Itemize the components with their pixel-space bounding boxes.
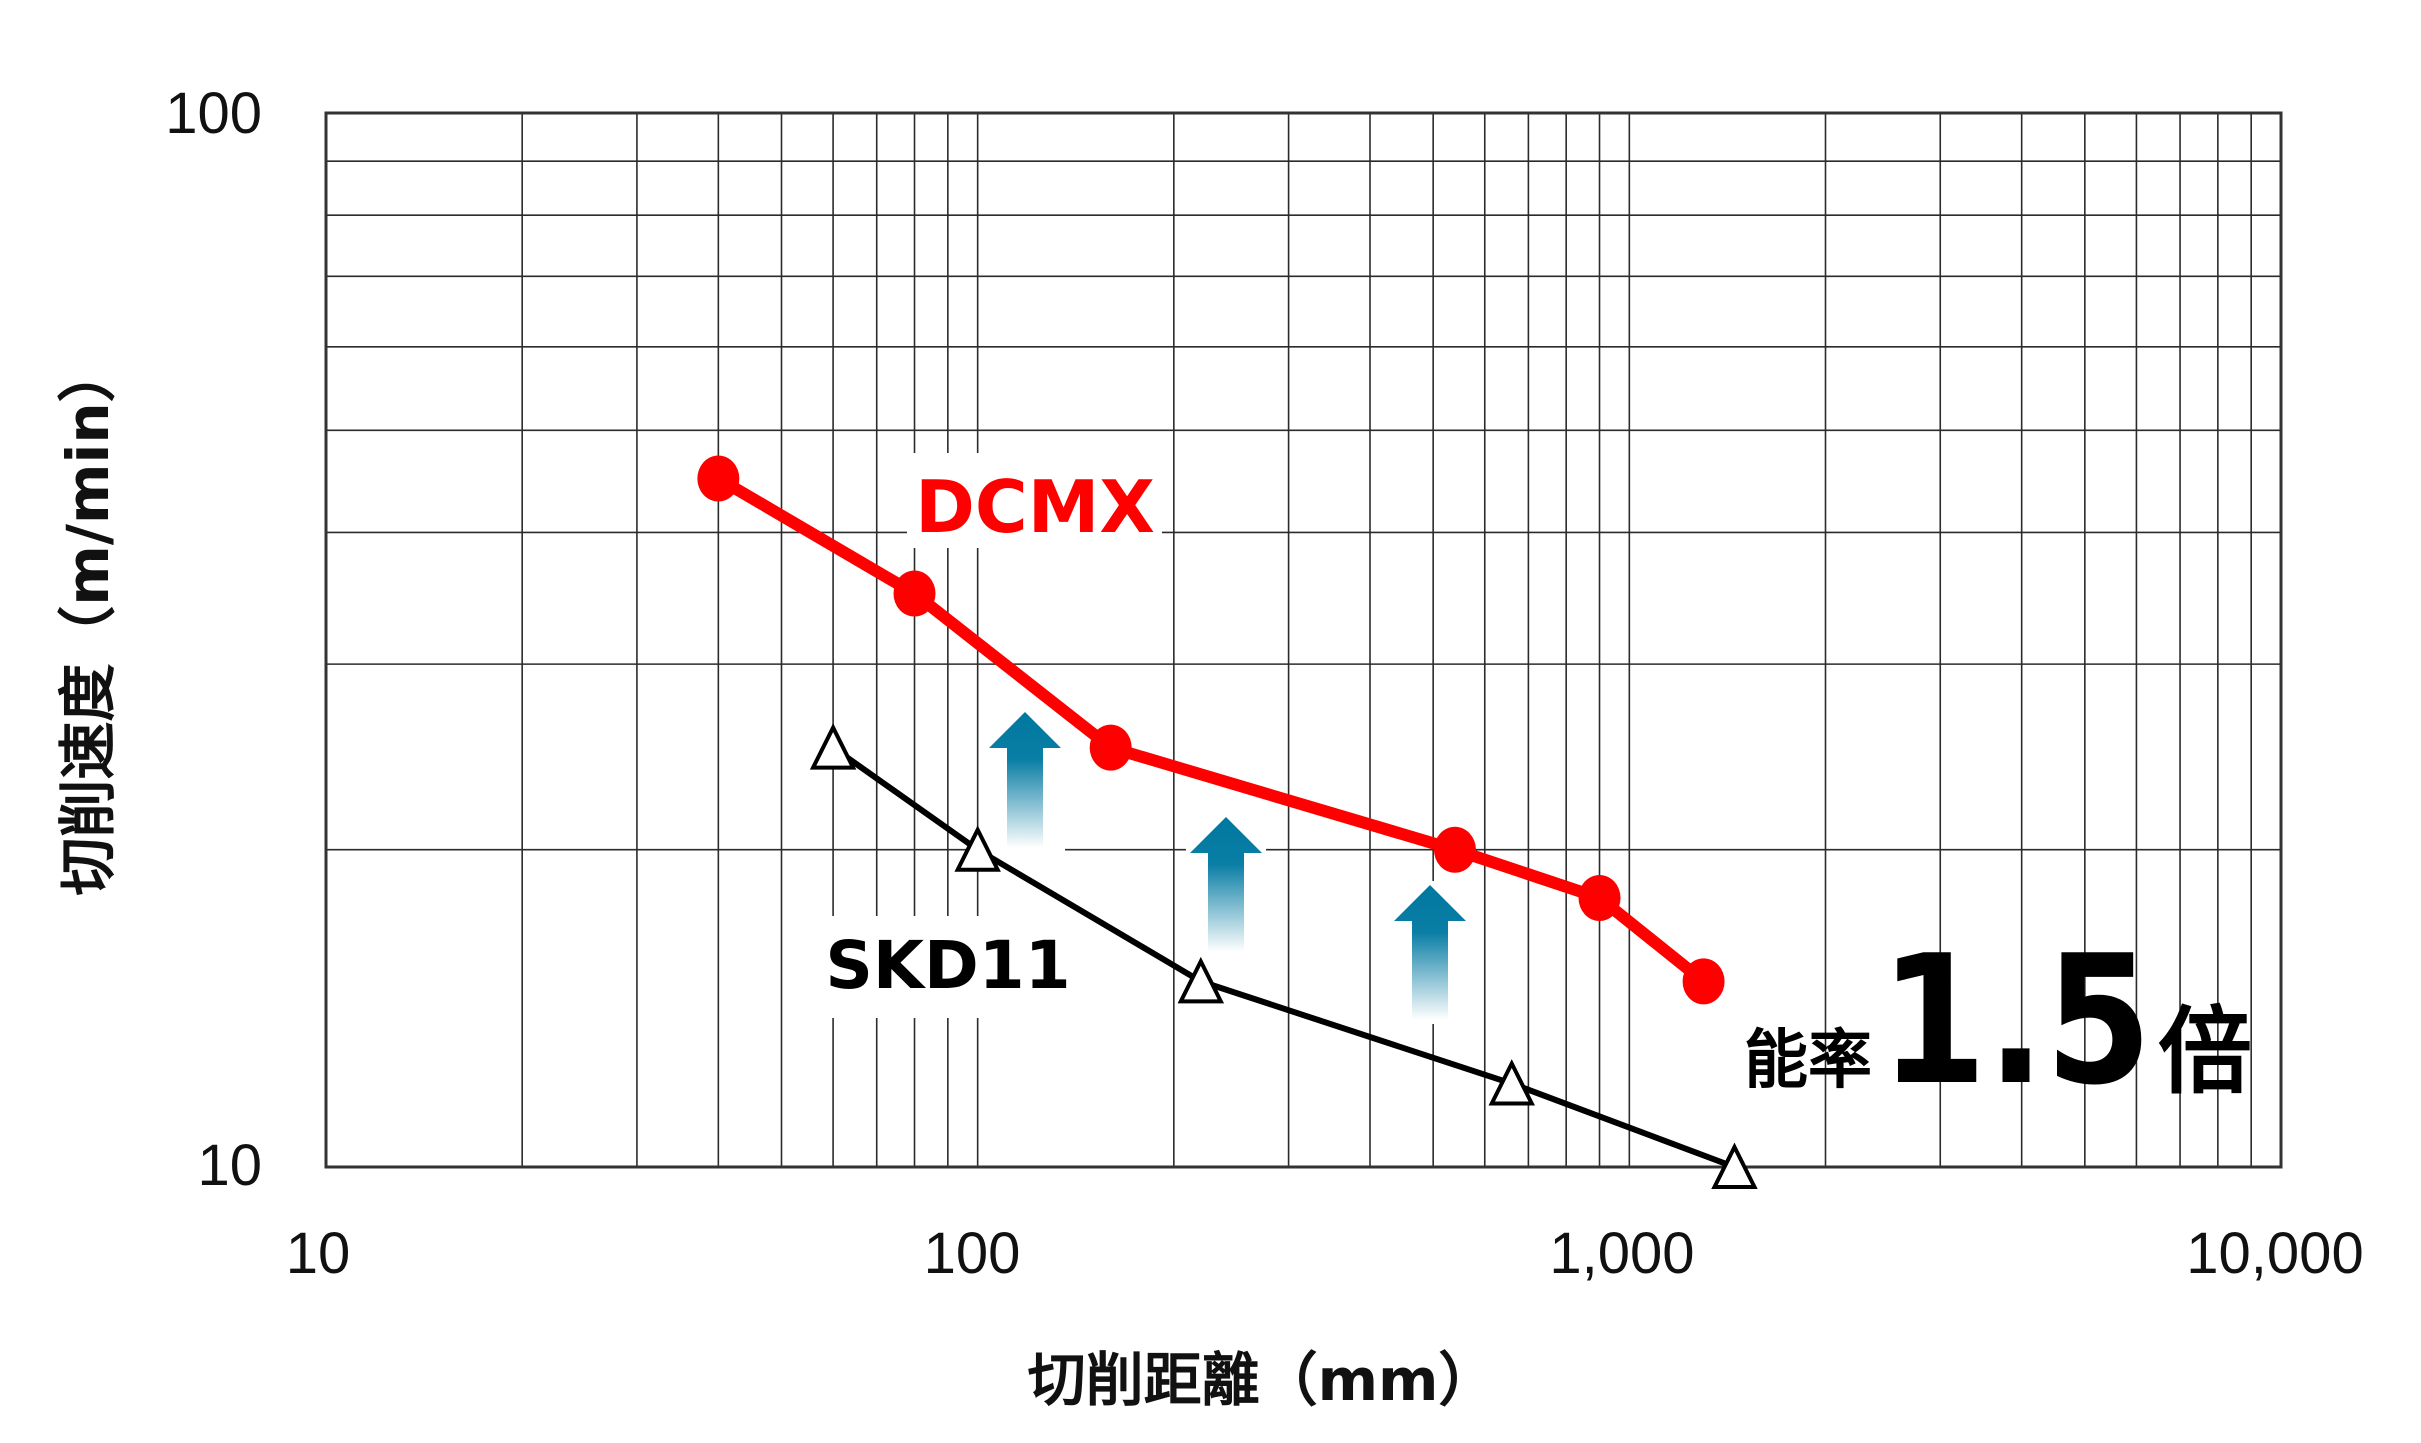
data-point-circle: [1682, 958, 1725, 1005]
data-point-triangle: [809, 723, 857, 770]
dcmx-line: [715, 473, 1708, 987]
dcmx-label-background: [907, 453, 1162, 548]
data-point-circle: [1433, 826, 1476, 873]
plot-frame: [324, 111, 2283, 1169]
data-point-triangle: [1177, 956, 1225, 1004]
x-tick-label-100: 100: [924, 1221, 1021, 1286]
y-tick-label-10: 10: [197, 1133, 262, 1198]
data-point-circle: [697, 455, 740, 502]
y-tick-label-100: 100: [165, 81, 262, 146]
efficiency-suffix: 倍: [2158, 998, 2252, 1107]
y-axis-title: 切削速度（m/min）: [54, 344, 122, 895]
data-point-triangle: [954, 825, 1001, 872]
improvement-arrows: [985, 708, 1470, 1024]
data-point-circle: [893, 570, 936, 617]
skd11-label: SKD11: [825, 927, 1070, 1004]
skd11-label-background: [828, 916, 1056, 1018]
x-tick-label-10: 10: [286, 1221, 351, 1286]
data-point-circle: [1089, 724, 1132, 771]
dcmx-label: DCMX: [915, 465, 1155, 549]
x-tick-label-1000: 1,000: [1549, 1221, 1694, 1286]
data-point-triangle: [1711, 1142, 1758, 1189]
up-arrow-icon: [1190, 817, 1262, 952]
data-point-triangle: [1488, 1059, 1535, 1106]
x-axis-title: 切削距離（mm）: [1028, 1346, 1497, 1414]
efficiency-value: 1.5: [1880, 917, 2152, 1124]
up-arrow-icon: [989, 712, 1061, 848]
x-tick-label-10000: 10,000: [2186, 1221, 2363, 1286]
efficiency-prefix: 能率: [1744, 1024, 1872, 1098]
data-point-circle: [1578, 874, 1621, 921]
up-arrow-icon: [1394, 885, 1466, 1020]
data-series: [697, 455, 1758, 1189]
